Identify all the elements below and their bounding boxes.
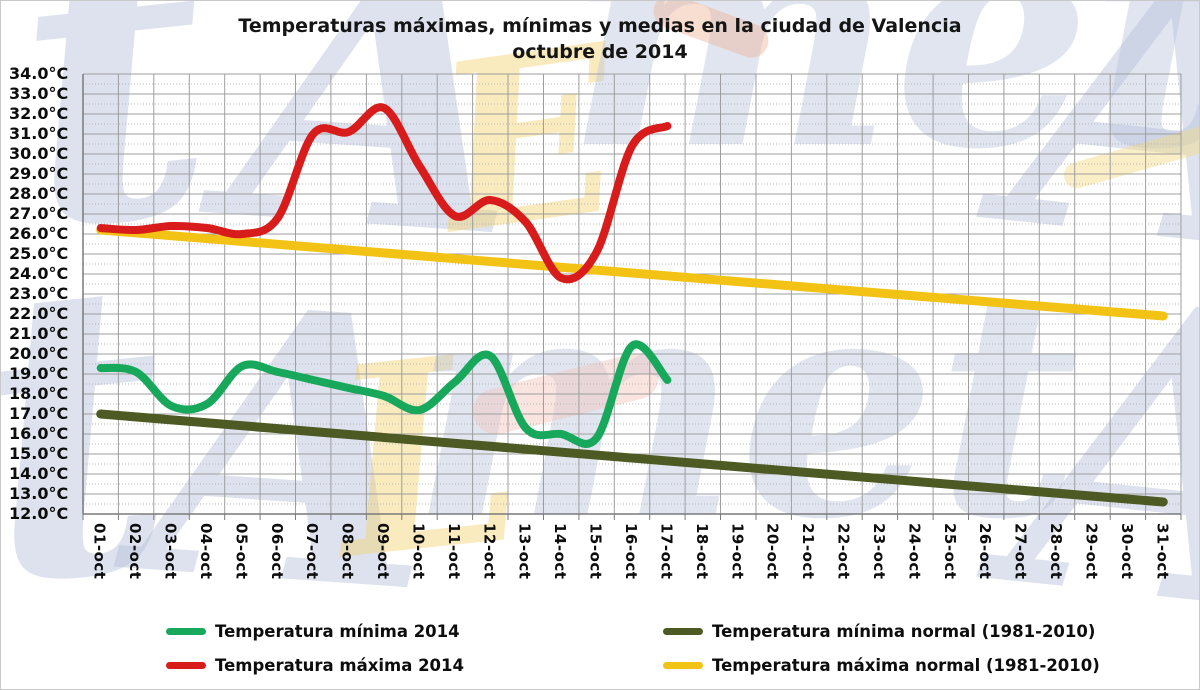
x-axis-tick-label: 18-oct [692, 523, 711, 580]
y-axis-tick-label: 24.0°C [9, 264, 69, 283]
x-axis-tick-label: 16-oct [622, 523, 640, 580]
x-axis-tick-label: 05-oct [232, 523, 251, 580]
x-axis-tick-label: 10-oct [409, 523, 428, 580]
y-axis-tick-label: 30.0°C [9, 144, 69, 163]
x-axis-tick-label: 12-oct [480, 523, 499, 580]
x-axis-tick-label: 06-oct [267, 523, 286, 580]
y-axis-tick-label: 21.0°C [9, 324, 69, 343]
x-axis-tick-label: 11-oct [444, 523, 463, 580]
x-axis-tick-label: 24-oct [905, 523, 924, 580]
x-axis-tick-label: 26-oct [976, 523, 995, 580]
y-axis-tick-label: 26.0°C [9, 224, 69, 243]
y-axis-tick-label: 18.0°C [9, 384, 69, 403]
x-axis-tick-label: 23-oct [869, 523, 888, 580]
x-axis-tick-label: 17-oct [657, 523, 676, 580]
axis-lines [82, 74, 1181, 515]
x-axis-tick-label: 20-oct [763, 523, 782, 580]
series-line-temperatura-minima-normal [96, 409, 1168, 507]
x-axis-tick-label: 01-oct [90, 523, 109, 580]
chart-title-block: Temperaturas máximas, mínimas y medias e… [1, 13, 1199, 65]
x-axis-tick-label: 27-oct [1011, 523, 1030, 580]
x-axis-tick-label: 04-oct [196, 523, 215, 580]
x-axis-tick-label: 13-oct [515, 523, 534, 580]
y-axis-tick-label: 17.0°C [9, 404, 69, 423]
y-axis-tick-label: 13.0°C [9, 484, 69, 503]
y-axis-tick-label: 28.0°C [9, 184, 69, 203]
y-axis-tick-label: 23.0°C [9, 284, 69, 303]
y-axis-tick-label: 12.0°C [9, 504, 69, 523]
chart-subtitle: octubre de 2014 [512, 41, 688, 63]
series-line-temperatura-maxima-2014 [96, 103, 672, 284]
y-axis-tick-label: 31.0°C [9, 124, 69, 143]
series-line-temperatura-maxima-normal [96, 225, 1168, 321]
x-axis-tick-label: 29-oct [1082, 523, 1101, 580]
x-axis-tick-label: 21-oct [799, 523, 818, 580]
y-axis-tick-label: 25.0°C [9, 244, 69, 263]
x-axis-tick-label: 31-oct [1153, 523, 1172, 580]
x-axis-ticks [82, 514, 1182, 520]
series-line-temperatura-minima-2014 [96, 340, 672, 448]
x-axis-tick-label: 19-oct [728, 523, 747, 580]
y-axis-tick-label: 16.0°C [9, 424, 69, 443]
y-axis-tick-label: 32.0°C [9, 104, 69, 123]
x-axis-tick-label: 08-oct [338, 523, 357, 580]
y-axis-tick-label: 27.0°C [9, 204, 69, 223]
y-axis-tick-label: 20.0°C [9, 344, 69, 363]
x-axis-tick-label: 03-oct [161, 523, 180, 580]
x-axis-tick-label: 02-oct [126, 523, 145, 580]
x-axis-tick-label: 07-oct [303, 523, 322, 580]
y-axis-tick-label: 34.0°C [9, 64, 69, 83]
y-axis-tick-label: 22.0°C [9, 304, 69, 323]
y-axis-tick-label: 33.0°C [9, 84, 69, 103]
x-axis-tick-label: 09-oct [374, 523, 393, 580]
y-axis-tick-label: 19.0°C [9, 364, 69, 383]
x-axis-tick-label: 25-oct [940, 523, 959, 580]
y-axis-tick-label: 14.0°C [9, 464, 69, 483]
x-axis-tick-label: 15-oct [586, 523, 605, 580]
chart-title: Temperaturas máximas, mínimas y medias e… [238, 15, 962, 37]
y-axis-tick-label: 15.0°C [9, 444, 69, 463]
y-axis-tick-label: 29.0°C [9, 164, 69, 183]
x-axis-tick-label: 22-oct [834, 523, 853, 580]
x-axis-tick-label: 14-oct [551, 523, 570, 580]
x-axis-tick-label: 30-oct [1117, 523, 1136, 580]
x-axis-tick-label: 28-oct [1047, 523, 1066, 580]
